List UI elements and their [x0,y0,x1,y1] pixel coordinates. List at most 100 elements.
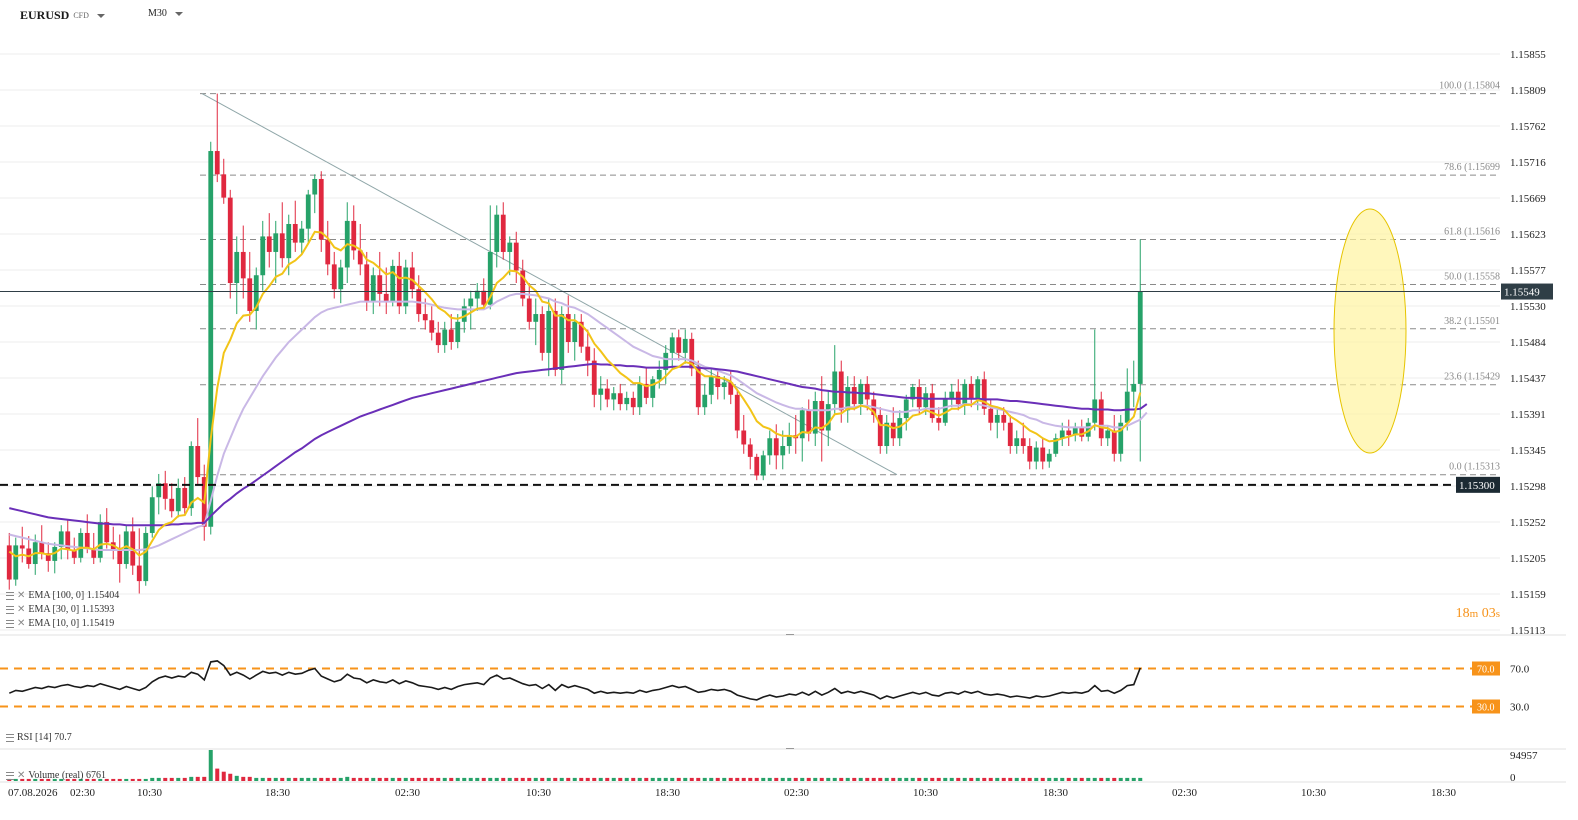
volume-bar [845,777,850,781]
candle-body [669,337,675,353]
volume-bar [1021,777,1026,781]
volume-bar [514,777,519,781]
fib-trend-line [201,93,898,476]
candle-body [247,278,253,311]
candle-body [364,264,370,302]
candle-body [331,264,337,290]
candle-body [39,542,45,554]
candle-body [169,498,175,512]
volume-bar [943,777,948,781]
legend-ema30[interactable]: ✕ EMA [30, 0] 1.15393 [6,604,114,615]
candle-body [71,550,77,558]
fibonacci-retracement[interactable]: 100.0 (1.15804 78.6 (1.15699 61.8 (1.15616… [200,81,1500,476]
fib-level-label: 23.6 (1.15429 [1444,372,1500,383]
fib-level-label: 100.0 (1.15804 [1439,81,1500,92]
symbol-selector[interactable]: EURUSD CFD [20,8,105,23]
price-tick-label: 1.15484 [1510,337,1546,349]
countdown-minutes: 18 [1455,606,1470,621]
candle-body [598,388,604,395]
volume-bar [995,777,1000,781]
fib-level-label: 50.0 (1.15558 [1444,272,1500,283]
volume-bar [1079,777,1084,781]
close-icon[interactable]: ✕ [17,604,26,615]
candle-body [1111,430,1117,454]
volume-bar [52,778,57,781]
volume-bar [683,777,688,781]
price-levels[interactable]: 1.15549 1.15300 [0,283,1553,493]
price-axis[interactable]: 1.15855 1.15809 1.15762 1.15716 1.15669 1.156… [1510,49,1546,637]
candle-body [104,522,110,543]
legend-ema100-label: EMA [100, 0] 1.15404 [28,590,120,601]
timeframe-selector[interactable]: M30 [148,8,183,19]
volume-bar [975,777,980,781]
candle-body [565,314,571,342]
volume-panel[interactable]: 94957 0 [0,748,1566,784]
candle-body [448,329,454,342]
close-icon[interactable]: ✕ [17,770,26,781]
price-tick-label: 1.15809 [1510,85,1546,97]
time-tick-label: 18:30 [1431,787,1457,799]
volume-bar [702,777,707,781]
panel-resize-handle[interactable] [786,748,794,749]
candle-body [429,320,435,333]
candle-body [1105,430,1111,439]
close-icon[interactable]: ✕ [17,618,26,629]
menu-icon[interactable] [6,605,14,614]
volume-bar [169,777,174,781]
candle-body [1079,427,1085,437]
candle-body [578,321,584,347]
volume-bar [904,777,909,781]
menu-icon[interactable] [6,591,14,600]
candle-body [240,251,246,279]
time-axis[interactable]: 07.08.2026 02:30 10:30 18:30 02:30 10:30 18:30… [0,781,1566,799]
candle-countdown: 18m 03s [1456,606,1500,622]
price-tick-label: 1.15762 [1510,121,1546,133]
chevron-down-icon [174,11,183,16]
volume-bar [78,778,83,781]
rsi-panel[interactable]: 70.0 70.0 30.0 30.0 [0,634,1566,714]
candle-body [520,270,526,299]
volume-bar [384,777,389,781]
volume-bar [59,778,64,781]
volume-bar [1099,777,1104,781]
close-icon[interactable]: ✕ [17,590,26,601]
time-tick-label: 02:30 [1172,787,1198,799]
candle-body [188,446,194,509]
volume-bar [910,777,915,781]
menu-icon[interactable] [6,771,14,780]
volume-bar [273,777,278,781]
legend-ema100[interactable]: ✕ EMA [100, 0] 1.15404 [6,590,119,601]
volume-bar [91,778,96,781]
volume-bar [819,777,824,781]
candle-body [929,393,935,419]
legend-rsi[interactable]: RSI [14] 70.7 [6,732,72,743]
volume-bar [884,777,889,781]
candle-body [617,393,623,405]
candle-body [526,298,532,322]
legend-volume[interactable]: ✕ Volume (real) 6761 [6,770,106,781]
time-tick-label: 02:30 [784,787,810,799]
candle-body [149,497,155,533]
menu-icon[interactable] [6,619,14,628]
volume-bar [33,778,38,781]
rsi-level-badge [1472,661,1500,676]
candle-body [234,251,240,284]
price-tick-label: 1.15113 [1510,625,1546,637]
menu-icon[interactable] [6,733,14,742]
legend-ema30-label: EMA [30, 0] 1.15393 [28,604,115,615]
candle-body [832,371,838,405]
candle-body [676,337,682,353]
candle-body [156,483,162,498]
symbol-label: EURUSD [20,8,70,22]
volume-bar [228,773,233,781]
candle-body [591,360,597,395]
candle-body [1066,430,1072,436]
candle-body [734,394,740,431]
panel-resize-handle[interactable] [786,634,794,635]
volume-bar [182,777,187,781]
candle-body [897,418,903,439]
candle-body [1027,446,1033,462]
fib-level-label: 38.2 (1.15501 [1444,316,1500,327]
legend-ema10[interactable]: ✕ EMA [10, 0] 1.15419 [6,618,114,629]
